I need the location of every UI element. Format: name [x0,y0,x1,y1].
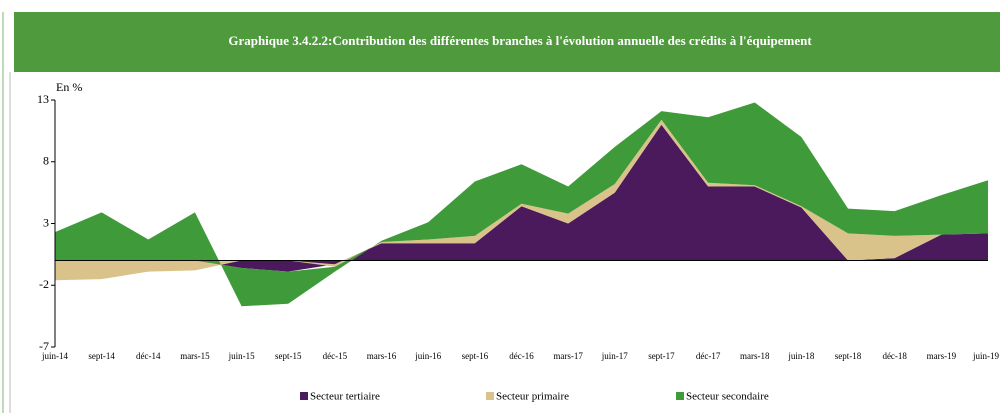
area [55,124,988,272]
x-tick-label: juin-17 [601,351,628,361]
legend-label: Secteur tertiaire [310,391,380,403]
x-tick-label: déc-18 [882,351,907,361]
x-tick-label: juin-18 [787,351,814,361]
legend-label: Secteur secondaire [686,391,769,403]
x-tick-label: sept-18 [835,351,862,361]
legend-swatch [300,392,308,400]
x-tick-label: déc-14 [136,351,161,361]
x-tick-label: sept-16 [462,351,489,361]
x-tick-label: mars-17 [553,351,583,361]
x-tick-label: juin-16 [414,351,441,361]
y-axis-label: En % [56,80,82,94]
x-tick-label: déc-17 [696,351,721,361]
x-tick-label: mars-16 [367,351,397,361]
legend-swatch [676,392,684,400]
y-tick-label: -7 [39,339,49,353]
x-tick-label: juin-15 [228,351,255,361]
area [55,102,988,307]
legend-label: Secteur primaire [496,391,569,403]
x-tick-label: mars-15 [180,351,210,361]
y-tick-label: 13 [37,92,49,106]
title-bar [14,12,1000,72]
x-tick-label: déc-15 [323,351,348,361]
y-tick-label: -2 [39,277,49,291]
x-tick-label: déc-16 [509,351,534,361]
x-tick-label: mars-18 [740,351,770,361]
x-tick-label: juin-19 [972,351,999,361]
chart-title: Graphique 3.4.2.2:Contribution des diffé… [228,33,812,48]
y-tick-label: 3 [43,215,49,229]
x-tick-label: sept-15 [275,351,302,361]
area [55,119,988,281]
x-tick-label: mars-19 [927,351,957,361]
x-tick-label: sept-17 [648,351,675,361]
x-tick-label: sept-14 [88,351,115,361]
x-tick-label: juin-14 [41,351,68,361]
y-tick-label: 8 [43,154,49,168]
legend-swatch [486,392,494,400]
